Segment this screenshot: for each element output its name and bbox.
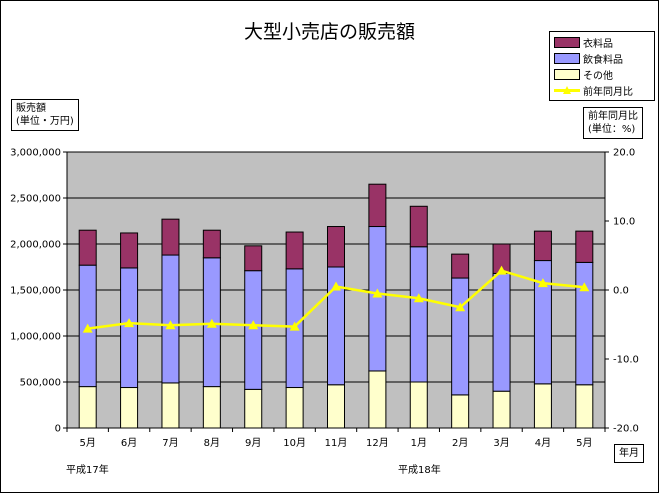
x-tick-label-5: 10月 — [283, 437, 306, 449]
yoy-line — [82, 265, 590, 333]
legend-label-food: 飲食料品 — [583, 54, 623, 66]
y2-tick-label-4: 20.0 — [613, 148, 635, 159]
y-tick-label-3: 1,500,000 — [10, 286, 61, 297]
yoy-point-11 — [537, 278, 548, 288]
legend-item-other: その他 — [554, 66, 650, 82]
bar-2-9 — [451, 253, 470, 279]
y-axis-label-line2: (単位・万円) — [16, 116, 74, 127]
bar-2-11 — [533, 230, 552, 262]
legend-swatch-other — [554, 68, 580, 80]
yoy-point-7 — [372, 288, 383, 298]
y-tick-label-1: 500,000 — [20, 378, 61, 389]
x-tick-label-0: 5月 — [80, 437, 96, 449]
x-tick-label-7: 12月 — [366, 437, 389, 449]
bar-2-2 — [161, 218, 180, 256]
x-tick-label-6: 11月 — [325, 437, 348, 449]
legend-item-food: 飲食料品 — [554, 50, 650, 66]
y2-tick-label-3: 10.0 — [613, 217, 635, 228]
x-tick-label-4: 9月 — [245, 437, 261, 449]
bar-2-7 — [368, 183, 387, 228]
bar-2-5 — [285, 231, 304, 270]
y-axis-label-line1: 販売額 — [16, 103, 46, 114]
era-label-h18: 平成18年 — [398, 465, 441, 476]
bar-0-3 — [202, 386, 221, 429]
y-tick-label-5: 2,500,000 — [10, 194, 61, 205]
x-tick-label-12: 5月 — [576, 437, 592, 449]
bar-2-12 — [575, 230, 594, 263]
bar-0-7 — [368, 370, 387, 429]
y-tick-label-6: 3,000,000 — [10, 148, 61, 159]
bar-0-0 — [78, 386, 97, 429]
legend-item-yoy: 前年同月比 — [554, 82, 650, 98]
y-axis-label-box: 販売額 (単位・万円) — [11, 99, 79, 131]
bar-0-4 — [244, 388, 263, 429]
bar-1-1 — [120, 267, 139, 389]
yoy-point-1 — [124, 318, 135, 328]
yoy-point-5 — [289, 321, 300, 331]
x-tick-label-1: 6月 — [121, 437, 137, 449]
yoy-point-10 — [496, 265, 507, 275]
x-tick-label-8: 1月 — [411, 437, 427, 449]
yoy-point-6 — [331, 281, 341, 291]
bar-1-10 — [492, 272, 511, 392]
bar-0-6 — [327, 384, 345, 429]
bar-2-1 — [120, 232, 139, 269]
x-axis-label: 年月 — [619, 448, 639, 459]
axes: 0 500,000 1,000,000 1,500,000 2,000,000 2,500… — [10, 148, 639, 450]
yoy-point-0 — [82, 323, 93, 333]
bar-1-4 — [244, 270, 263, 390]
legend-swatch-yoy — [554, 85, 580, 96]
y2-axis-label-line2: (単位：%) — [588, 124, 636, 135]
bar-2-0 — [78, 229, 97, 266]
bar-0-12 — [575, 384, 594, 429]
y2-axis-label-line1: 前年同月比 — [588, 111, 638, 122]
bar-0-1 — [120, 387, 139, 429]
yoy-point-12 — [579, 282, 590, 292]
legend-label-other: その他 — [583, 70, 613, 82]
yoy-point-9 — [455, 302, 466, 312]
legend-item-clothing: 衣料品 — [554, 34, 650, 50]
bar-2-6 — [327, 226, 345, 268]
legend: 衣料品 飲食料品 その他 前年同月比 — [549, 31, 655, 101]
yoy-point-3 — [206, 318, 217, 328]
y2-axis-label-box: 前年同月比 (単位：%) — [583, 107, 643, 139]
chart-title: 大型小売店の販売額 — [243, 21, 415, 43]
bar-1-8 — [409, 246, 428, 383]
legend-label-yoy: 前年同月比 — [583, 86, 633, 98]
yoy-point-8 — [413, 293, 424, 303]
bar-1-9 — [451, 277, 470, 396]
legend-swatch-clothing — [554, 36, 580, 48]
bar-1-2 — [161, 254, 180, 384]
bar-2-4 — [244, 245, 263, 272]
x-tick-label-9: 2月 — [452, 437, 468, 449]
bar-0-5 — [285, 387, 304, 429]
era-label-h17: 平成17年 — [66, 465, 109, 476]
bar-0-2 — [161, 382, 180, 429]
bar-0-11 — [533, 383, 552, 429]
bar-2-8 — [409, 205, 428, 248]
y2-tick-label-2: 0.0 — [613, 286, 629, 297]
x-tick-label-3: 8月 — [204, 437, 220, 449]
x-tick-label-10: 3月 — [493, 437, 509, 449]
x-axis-label-box: 年月 — [614, 444, 644, 463]
y2-tick-label-0: -20.0 — [613, 424, 639, 435]
yoy-point-2 — [165, 320, 176, 330]
y2-tick-label-1: -10.0 — [613, 355, 639, 366]
bar-0-8 — [409, 381, 428, 429]
bar-1-7 — [368, 226, 387, 372]
bar-1-12 — [575, 261, 594, 386]
legend-label-clothing: 衣料品 — [583, 38, 613, 50]
y-tick-label-4: 2,000,000 — [10, 240, 61, 251]
bar-0-10 — [492, 390, 511, 429]
y-tick-label-2: 1,000,000 — [10, 332, 61, 343]
legend-swatch-food — [554, 52, 580, 64]
yoy-point-4 — [248, 320, 259, 330]
x-tick-label-11: 4月 — [535, 437, 551, 449]
y-tick-label-0: 0 — [55, 424, 61, 435]
bar-2-3 — [202, 229, 221, 259]
bar-0-9 — [451, 394, 470, 429]
x-tick-label-2: 7月 — [162, 437, 178, 449]
